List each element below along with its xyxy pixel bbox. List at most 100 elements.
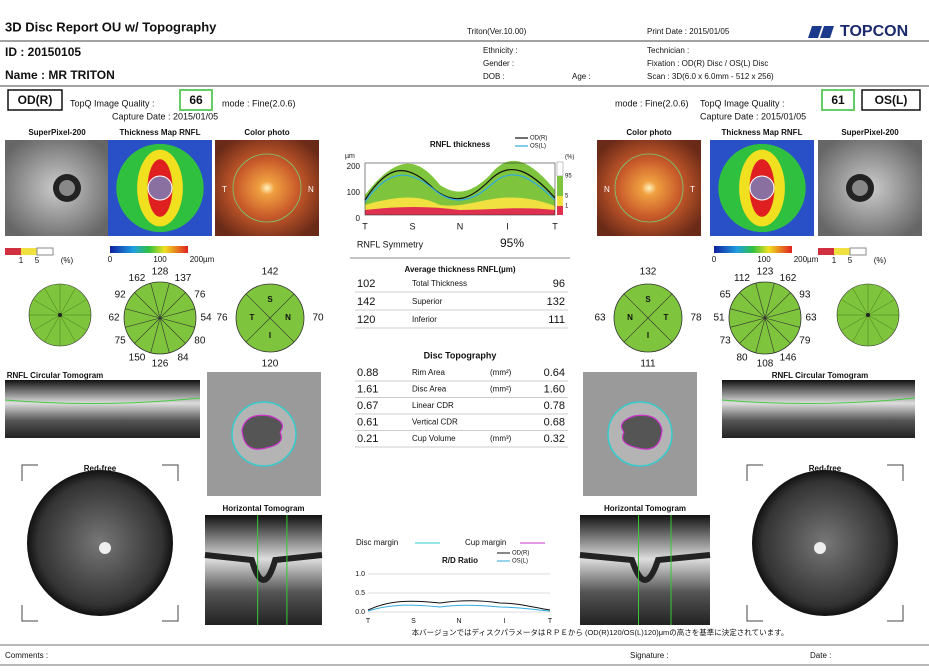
corner-bracket [887, 464, 904, 481]
quadrant-letter: T [664, 313, 669, 322]
clock-value: 146 [780, 352, 797, 363]
label: Vertical CDR [412, 418, 458, 427]
quadrant-value: 111 [640, 359, 656, 370]
label: OD(R) [530, 136, 547, 142]
x-label: S [409, 221, 415, 231]
sector-line [44, 288, 61, 316]
label: Cup margin [465, 538, 506, 547]
sector-line [269, 293, 295, 319]
panel-title: Thickness Map RNFL [120, 128, 201, 137]
table-title: Average thickness RNFL(µm) [404, 265, 515, 274]
label: RNFL Symmetry [357, 239, 424, 249]
panel-title: SuperPixel-200 [841, 128, 899, 137]
os-value: 0.78 [544, 400, 565, 412]
eye-label: OS(L) [875, 93, 908, 107]
disc [852, 180, 868, 196]
sector-line [867, 314, 895, 331]
label: 5 [848, 256, 853, 265]
quadrant-value: 142 [262, 267, 279, 278]
panel-title: RNFL Circular Tomogram [772, 371, 869, 380]
os-value: 111 [548, 314, 565, 326]
sector-line [852, 288, 869, 316]
sector-line [269, 317, 295, 343]
label: (mm³) [490, 434, 512, 443]
sector-line [764, 317, 791, 344]
panel-title: Color photo [626, 128, 671, 137]
quadrant-letter: T [250, 313, 255, 322]
quadrant-value: 63 [594, 313, 606, 324]
brand: TOPCON [840, 23, 908, 40]
label: 1 [565, 204, 569, 210]
clock-value: 73 [720, 336, 732, 347]
quadrant-letter: I [269, 331, 271, 340]
os-value: 0.32 [544, 433, 565, 445]
x-label: N [457, 221, 464, 231]
disc [749, 175, 775, 201]
quadrant-value: 76 [216, 313, 228, 324]
clock-value: 80 [736, 352, 748, 363]
disc [814, 542, 826, 554]
quadrant-letter: N [285, 313, 291, 322]
cup-profile [204, 552, 323, 583]
report-title: 3D Disc Report OU w/ Topography [5, 19, 217, 34]
scan-circle [232, 153, 302, 223]
sector-line [841, 299, 869, 316]
clock-value: 79 [799, 336, 811, 347]
eye-box [7, 89, 63, 111]
sector-line [59, 299, 87, 316]
table-title: Disc Topography [424, 350, 497, 360]
sector-line [134, 317, 161, 344]
quality-box [821, 89, 855, 111]
x-label: T [548, 618, 553, 625]
label: 5 [35, 256, 40, 265]
label: OS(L) [512, 559, 528, 565]
sector-line [33, 314, 61, 331]
color-photo [215, 140, 319, 236]
label: 0 [712, 255, 717, 264]
clock-value: 162 [780, 273, 797, 284]
sector-line [730, 308, 766, 319]
chart-title: R/D Ratio [442, 556, 478, 565]
quality: 61 [831, 93, 845, 107]
label: 0 [108, 255, 113, 264]
label: Fixation : OD(R) Disc / OS(L) Disc [647, 59, 768, 68]
clock-value: 62 [108, 313, 120, 324]
sector-line [867, 299, 895, 316]
label: OD(R) [512, 551, 529, 557]
label: Signature : [630, 651, 669, 660]
os-value: 0.68 [544, 416, 565, 428]
clock-value: 150 [129, 352, 146, 363]
scale-swatch [36, 247, 54, 256]
pct-swatch [557, 176, 563, 196]
label: Ethnicity : [483, 46, 518, 55]
od-value: 0.21 [357, 433, 378, 445]
label: mode : Fine(2.0.6) [222, 98, 296, 108]
label: T [222, 185, 227, 194]
label: (mm²) [490, 385, 512, 394]
corner-bracket [162, 605, 179, 622]
eye-box [861, 89, 921, 111]
center [58, 313, 62, 317]
label: Age : [572, 72, 591, 81]
center [866, 313, 870, 317]
panel-title: SuperPixel-200 [28, 128, 86, 137]
label: T [690, 185, 695, 194]
label: TopQ Image Quality : [700, 98, 785, 108]
plot-frame [364, 162, 556, 216]
sector-line [623, 317, 649, 343]
label: 200µm [190, 255, 215, 264]
corner-bracket [887, 605, 904, 622]
panel-title: RNFL Circular Tomogram [7, 371, 104, 380]
disc [147, 175, 173, 201]
os-value: 96 [553, 278, 565, 290]
od-value: 0.61 [357, 416, 378, 428]
clock-value: 75 [115, 336, 127, 347]
tick-label: 200 [347, 162, 361, 171]
cup-outline [621, 414, 663, 450]
sector-line [159, 317, 195, 328]
scale-swatch [818, 248, 834, 255]
patient-name: Name : MR TRITON [5, 68, 115, 82]
logo-mark [808, 26, 834, 38]
x-label: N [456, 618, 461, 625]
label: Gender : [483, 59, 514, 68]
